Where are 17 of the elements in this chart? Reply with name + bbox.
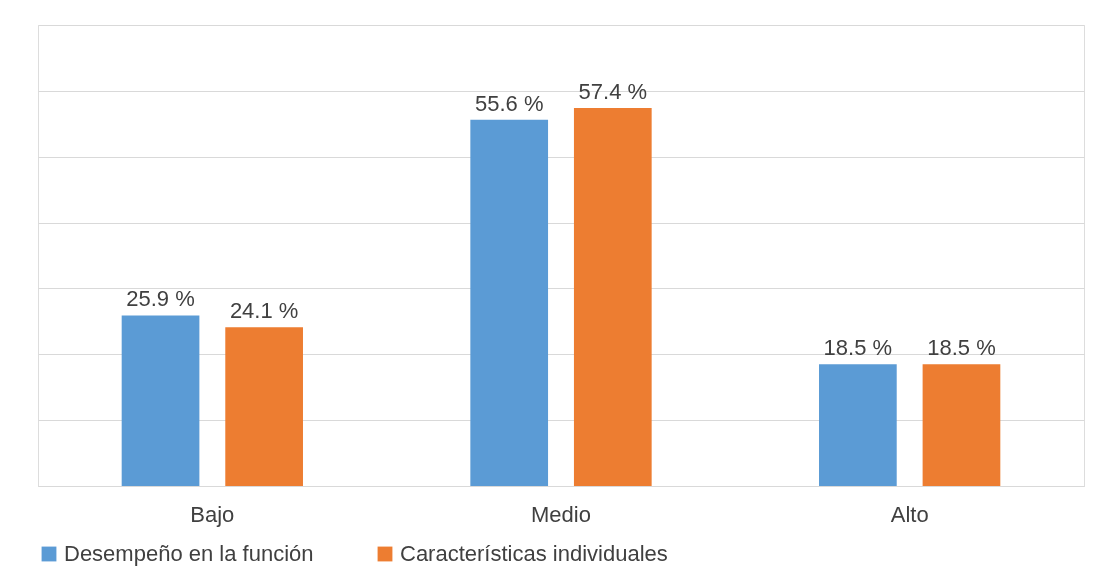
x-tick-label: Bajo <box>190 501 235 527</box>
bar <box>470 119 549 486</box>
data-label: 55.6 % <box>474 90 544 116</box>
bar <box>819 364 897 486</box>
data-label: 18.5 % <box>927 335 996 361</box>
data-label: 18.5 % <box>823 335 893 361</box>
bar <box>225 327 303 486</box>
x-tick-label: Alto <box>890 501 929 527</box>
bar <box>922 364 1001 486</box>
x-tick-label: Medio <box>531 501 591 527</box>
data-label: 24.1 % <box>229 298 299 324</box>
legend-label: Características individuales <box>400 541 668 566</box>
data-label: 25.9 % <box>126 286 195 312</box>
legend-label: Desempeño en la función <box>64 541 314 566</box>
bar <box>573 107 652 486</box>
bar <box>121 315 200 486</box>
data-label: 57.4 % <box>578 78 648 104</box>
